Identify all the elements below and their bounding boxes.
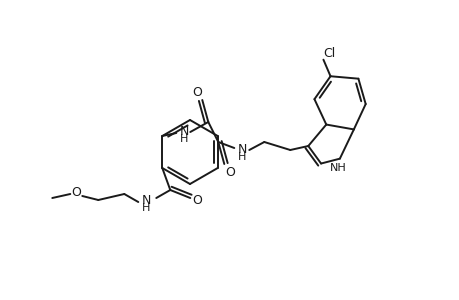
Text: O: O xyxy=(225,166,235,178)
Text: O: O xyxy=(192,85,202,98)
Text: N: N xyxy=(179,124,189,137)
Text: H: H xyxy=(238,152,246,162)
Text: Cl: Cl xyxy=(323,47,335,60)
Text: H: H xyxy=(180,134,188,144)
Text: NH: NH xyxy=(329,163,346,173)
Text: N: N xyxy=(141,194,151,206)
Text: O: O xyxy=(71,185,81,199)
Text: H: H xyxy=(142,203,150,213)
Text: O: O xyxy=(192,194,202,208)
Text: N: N xyxy=(237,142,246,155)
